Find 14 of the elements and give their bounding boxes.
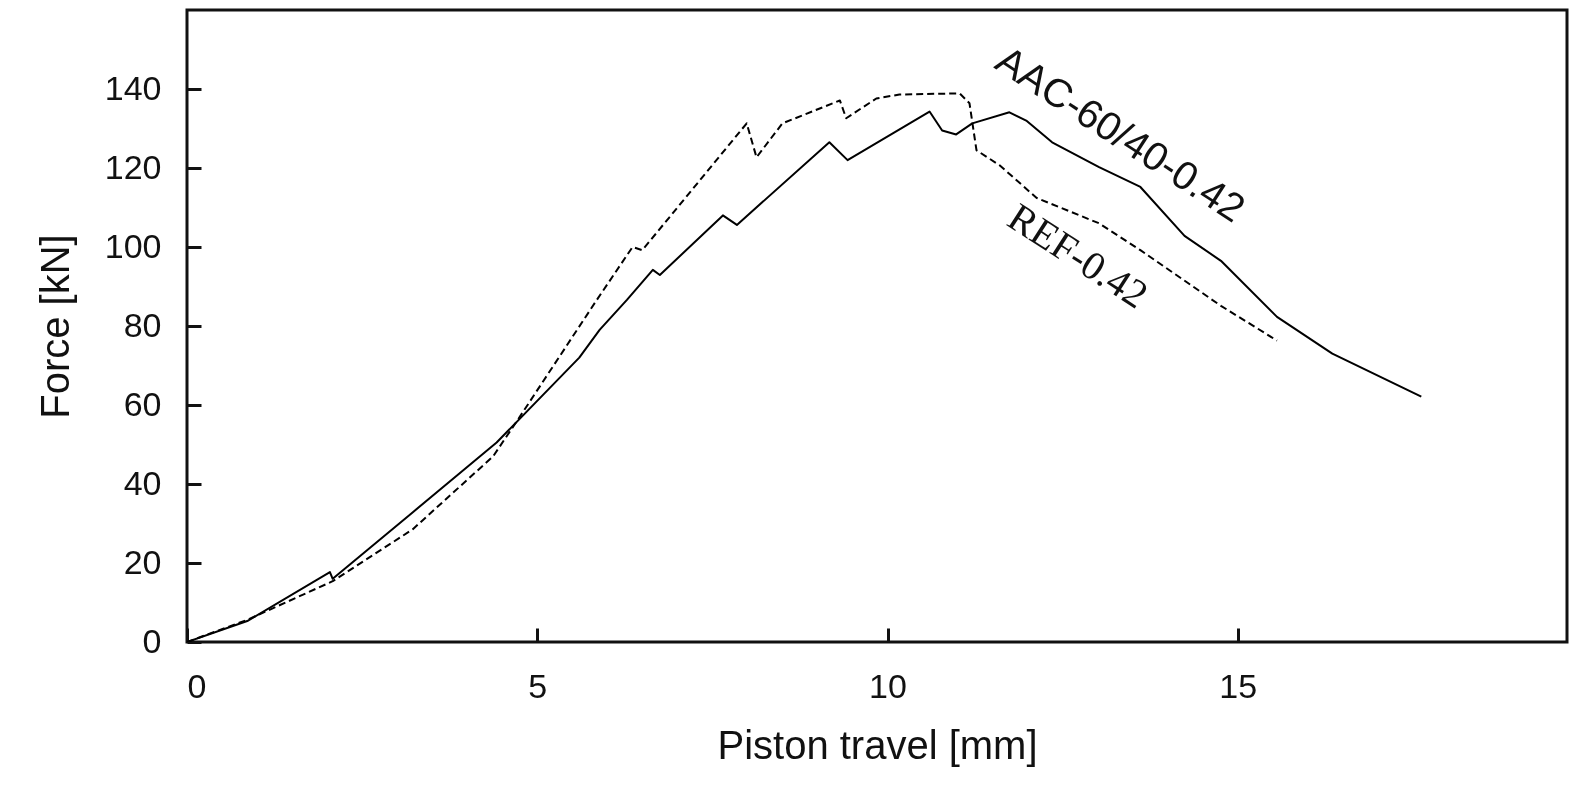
y-tick-label: 80 <box>123 305 162 344</box>
x-tick-label: 10 <box>869 666 907 705</box>
y-tick-label: 40 <box>123 463 162 502</box>
y-tick-label: 100 <box>104 226 162 265</box>
x-tick-label: 15 <box>1219 666 1258 705</box>
y-tick-label: 0 <box>142 621 162 660</box>
y-tick-label: 120 <box>104 147 162 186</box>
x-axis-title: Piston travel [mm] <box>717 722 1038 767</box>
y-tick-label: 60 <box>123 384 162 423</box>
x-tick-label: 0 <box>187 666 207 705</box>
y-tick-label: 20 <box>123 542 162 581</box>
y-tick-label: 140 <box>104 68 162 107</box>
y-axis-title: Force [kN] <box>32 234 77 419</box>
x-tick-label: 5 <box>528 666 548 705</box>
